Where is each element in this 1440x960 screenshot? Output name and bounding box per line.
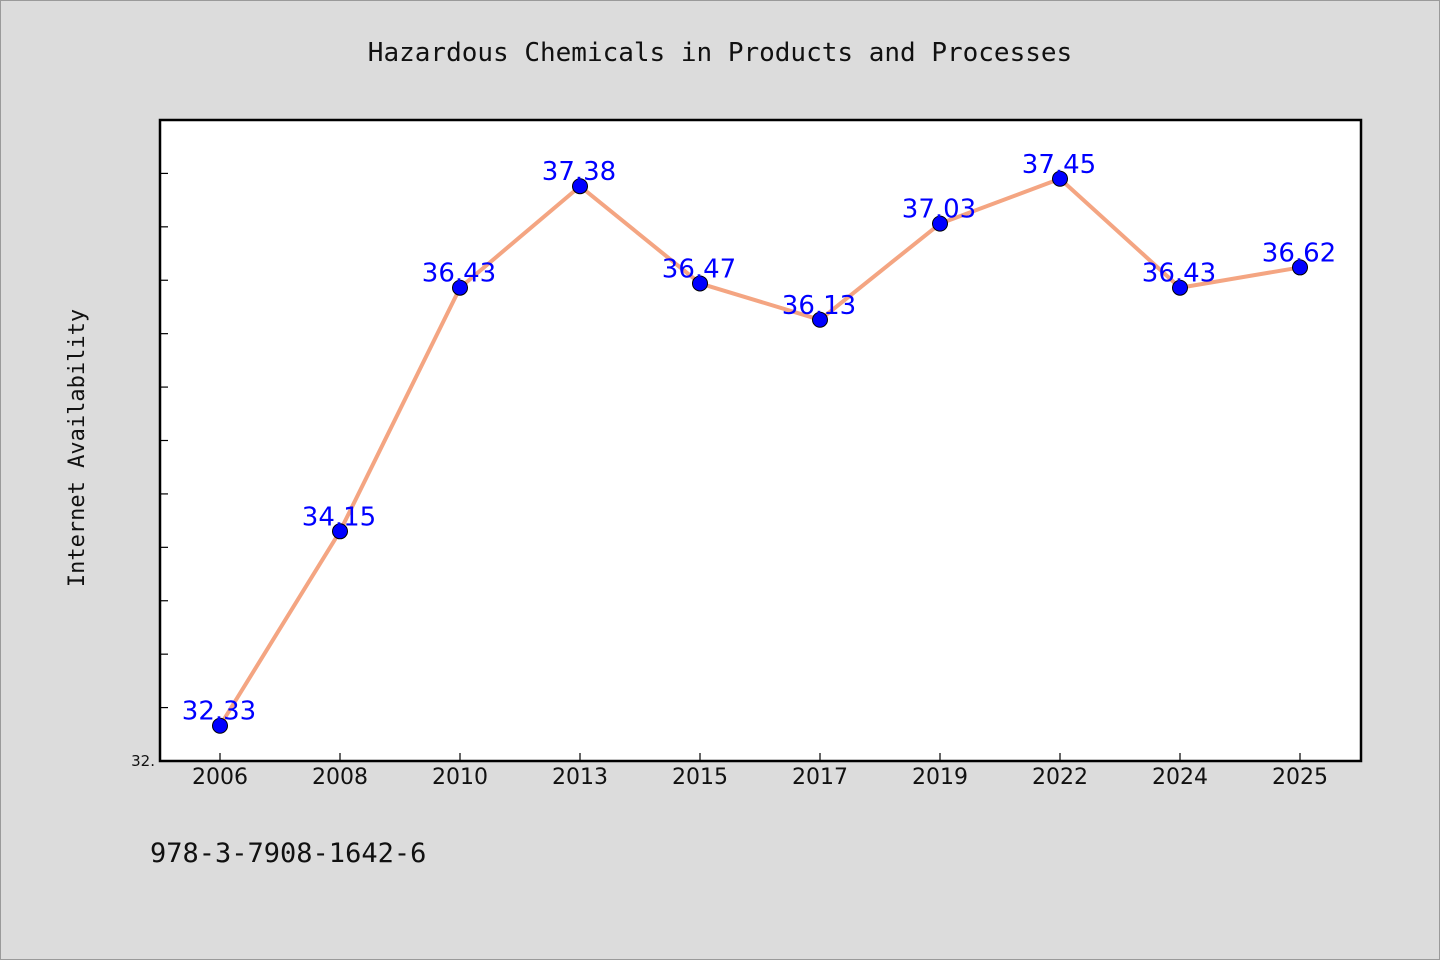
x-tick-label: 2013	[552, 765, 608, 790]
y-axis-label: Internet Availability	[65, 309, 90, 587]
x-tick-label: 2006	[192, 765, 248, 790]
x-tick-label: 2024	[1152, 765, 1208, 790]
x-tick-label: 2008	[312, 765, 368, 790]
data-point	[452, 279, 468, 296]
data-label: 36.47	[662, 254, 736, 284]
x-tick-label: 2010	[432, 765, 488, 790]
chart-title: Hazardous Chemicals in Products and Proc…	[368, 38, 1072, 68]
series-line	[218, 176, 1301, 727]
plot-area	[158, 118, 1363, 763]
data-point	[1172, 279, 1188, 296]
data-label: 36.43	[422, 259, 496, 289]
data-point	[932, 215, 948, 232]
x-tick-label: 2025	[1272, 765, 1328, 790]
data-label: 37.03	[902, 195, 976, 225]
data-point	[1292, 259, 1308, 276]
data-point	[692, 275, 708, 292]
series-layer	[212, 170, 1308, 734]
data-label: 36.43	[1142, 259, 1216, 289]
data-label: 32.33	[182, 697, 256, 727]
footer-isbn: 978-3-7908-1642-6	[150, 838, 426, 869]
data-labels-layer: 32.33 34.15 36.43 37.38 36.47 36.13 37.03 37.45…	[182, 150, 1336, 727]
data-label: 36.62	[1262, 238, 1336, 268]
data-point	[812, 311, 828, 328]
x-tick-label: 2017	[792, 765, 848, 790]
x-tick-label: 2019	[912, 765, 968, 790]
y-axis-ticks: 32.	[131, 172, 168, 770]
data-point	[1052, 170, 1068, 187]
data-label: 34.15	[302, 502, 376, 532]
data-label: 37.38	[542, 157, 616, 187]
data-label: 36.13	[782, 291, 856, 321]
x-tick-label: 2022	[1032, 765, 1088, 790]
data-point	[572, 178, 588, 195]
x-tick-label: 2015	[672, 765, 728, 790]
x-axis-ticks: 2006 2008 2010 2013 2015 2017 2019 2022 2024 2025	[192, 753, 1328, 790]
data-label: 37.45	[1022, 150, 1096, 180]
data-point	[212, 717, 228, 734]
y-tick-label: 32.	[131, 752, 155, 770]
data-point	[332, 523, 348, 540]
